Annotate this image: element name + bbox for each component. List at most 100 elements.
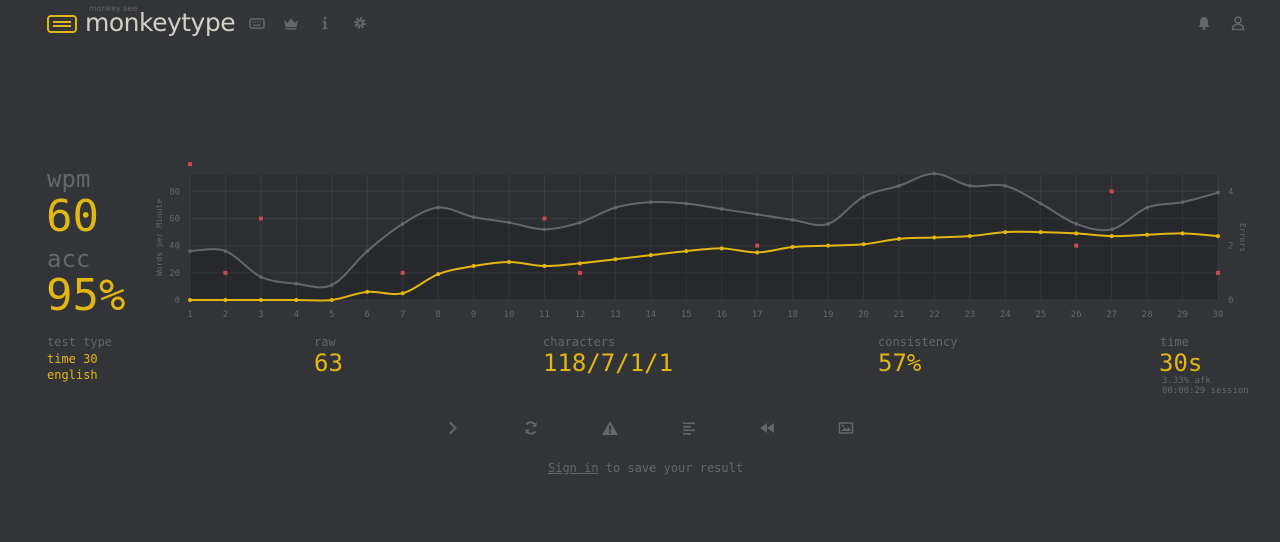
y-tick-label: 20 (169, 269, 180, 279)
raw-point (719, 207, 724, 211)
wpm-point (1109, 234, 1114, 239)
user-icon[interactable] (1230, 15, 1246, 31)
raw-area-fill (190, 173, 1218, 300)
raw-point (223, 249, 228, 253)
raw-point (294, 281, 299, 286)
next-test-button[interactable] (444, 419, 462, 437)
chart-points (188, 162, 1220, 302)
x-tick-label: 20 (858, 310, 869, 320)
watch-replay-button[interactable] (758, 419, 776, 437)
wpm-line (190, 230, 1219, 302)
y-tick-label: 0 (175, 296, 180, 306)
error-point (1216, 270, 1220, 275)
wpm-point (400, 291, 405, 296)
wpm-point (1216, 234, 1220, 239)
crown-icon[interactable] (283, 15, 299, 31)
wpm-point (613, 257, 618, 262)
x-tick-label: 25 (1035, 310, 1046, 320)
x-tick-label: 4 (294, 310, 299, 320)
raw-point (755, 212, 759, 217)
wpm-point (826, 243, 831, 248)
test-type-label: test type (47, 335, 113, 349)
practice-mistakes-button[interactable] (601, 419, 619, 437)
chart-plot-area (190, 175, 1218, 300)
raw-point (578, 220, 582, 225)
raw-point (1003, 184, 1008, 188)
x-tick-label: 14 (645, 310, 656, 320)
x-tick-label: 1 (187, 310, 192, 320)
raw-point (861, 194, 866, 199)
wpm-point (294, 298, 299, 302)
x-tick-label: 7 (400, 310, 405, 320)
restart-test-button[interactable] (522, 419, 540, 437)
error-point (1109, 189, 1114, 194)
wpm-point (1003, 230, 1008, 235)
y-axis-label: Words per Minute (155, 199, 164, 276)
info-icon[interactable] (317, 15, 333, 31)
wpm-point (932, 235, 937, 240)
keyboard-icon[interactable] (249, 15, 265, 31)
x-tick-label: 12 (575, 310, 586, 320)
test-type-mode: time 30 (47, 352, 98, 366)
raw-point (436, 205, 440, 210)
time-value: 30s (1159, 349, 1203, 377)
test-type-language: english (47, 368, 98, 382)
x-tick-label: 30 (1213, 310, 1224, 320)
error-point (542, 216, 547, 221)
words-history-button[interactable] (680, 419, 698, 437)
consistency-value: 57% (878, 349, 922, 377)
signin-link[interactable]: Sign in (548, 461, 599, 475)
wpm-point (436, 272, 441, 277)
y-tick-label: 60 (169, 214, 180, 224)
refresh-icon (525, 421, 537, 435)
image-icon (838, 422, 854, 434)
session-text: 00:00:29 session (1162, 386, 1249, 396)
x-tick-label: 15 (681, 310, 692, 320)
raw-point (1074, 222, 1079, 226)
wpm-point (896, 236, 901, 241)
warning-icon (602, 421, 618, 435)
wpm-point (577, 261, 582, 266)
brand-title[interactable]: monkeytype (85, 8, 236, 37)
wpm-point (861, 242, 866, 247)
bell-icon[interactable] (1196, 15, 1212, 31)
wpm-point (258, 298, 263, 302)
consistency-label: consistency (878, 335, 958, 349)
wpm-point (684, 249, 689, 254)
x-tick-label: 21 (894, 310, 905, 320)
raw-point (365, 249, 370, 253)
chart-lines (189, 172, 1219, 302)
signin-prompt-text: to save your result (598, 461, 744, 475)
wpm-chart: 1 2 3 4 5 6 7 8 9 10 11 12 13 14 15 16 17 18 19 20 21 22 23 24 2… (155, 162, 1247, 320)
x-tick-label: 22 (929, 310, 940, 320)
characters-label: characters (543, 335, 616, 349)
y-tick-label: 40 (169, 242, 180, 252)
x-tick-label: 27 (1106, 310, 1117, 320)
error-point (223, 270, 228, 275)
wpm-point (507, 259, 512, 264)
raw-point (968, 184, 972, 188)
raw-point (188, 249, 192, 253)
wpm-value: 60 (46, 191, 99, 242)
save-screenshot-button[interactable] (837, 419, 855, 437)
logo-icon[interactable] (47, 15, 77, 33)
acc-value: 95% (46, 270, 126, 321)
time-label: time (1160, 335, 1189, 349)
raw-point (471, 215, 476, 219)
wpm-point (967, 234, 972, 239)
raw-point (790, 218, 795, 222)
raw-point (507, 220, 511, 225)
x-tick-label: 10 (504, 310, 515, 320)
backward-icon (760, 423, 774, 433)
error-point (258, 216, 263, 221)
x-tick-label: 11 (539, 310, 550, 320)
y2-axis-label: Errors (1238, 223, 1247, 252)
chart-grid (189, 175, 1219, 301)
y-tick-label: 80 (169, 187, 180, 197)
y2-tick-label: 0 (1228, 296, 1233, 306)
x-tick-label: 24 (1000, 310, 1011, 320)
x-tick-label: 6 (365, 310, 370, 320)
wpm-point (755, 250, 760, 255)
gear-icon[interactable] (352, 15, 368, 31)
x-tick-label: 28 (1142, 310, 1153, 320)
